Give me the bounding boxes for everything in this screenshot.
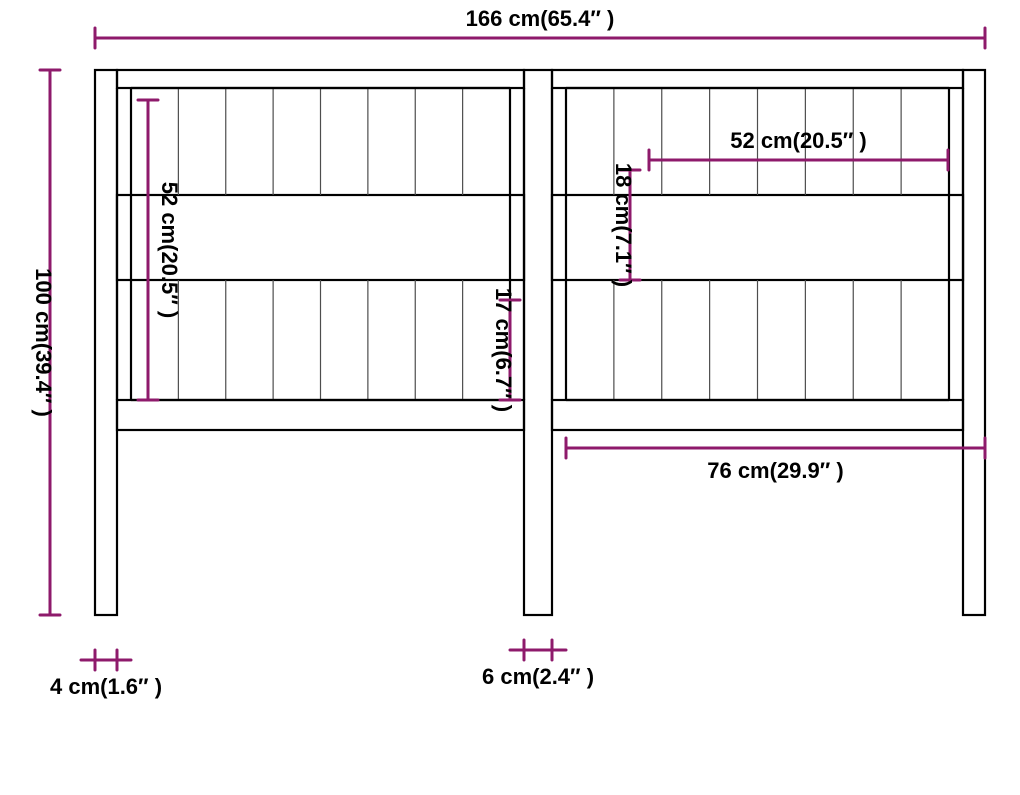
dimension-drawing: 166 cm(65.4″ ) 100 cm(39.4″ ) 52 cm(20.5″ … xyxy=(0,0,1020,795)
dim-4: 4 cm(1.6″ ) xyxy=(50,674,162,699)
dim-17: 17 cm(6.7″ ) xyxy=(491,288,516,412)
dim-height-100: 100 cm(39.4″ ) xyxy=(31,268,56,417)
dim-inner-52: 52 cm(20.5″ ) xyxy=(730,128,867,153)
dim-76: 76 cm(29.9″ ) xyxy=(707,458,844,483)
dim-panel-52: 52 cm(20.5″ ) xyxy=(157,182,182,319)
dim-width-166: 166 cm(65.4″ ) xyxy=(466,6,615,31)
dim-6: 6 cm(2.4″ ) xyxy=(482,664,594,689)
dim-18: 18 cm(7.1″ ) xyxy=(611,163,636,287)
dimension-lines: 166 cm(65.4″ ) 100 cm(39.4″ ) 52 cm(20.5″ … xyxy=(31,6,985,699)
